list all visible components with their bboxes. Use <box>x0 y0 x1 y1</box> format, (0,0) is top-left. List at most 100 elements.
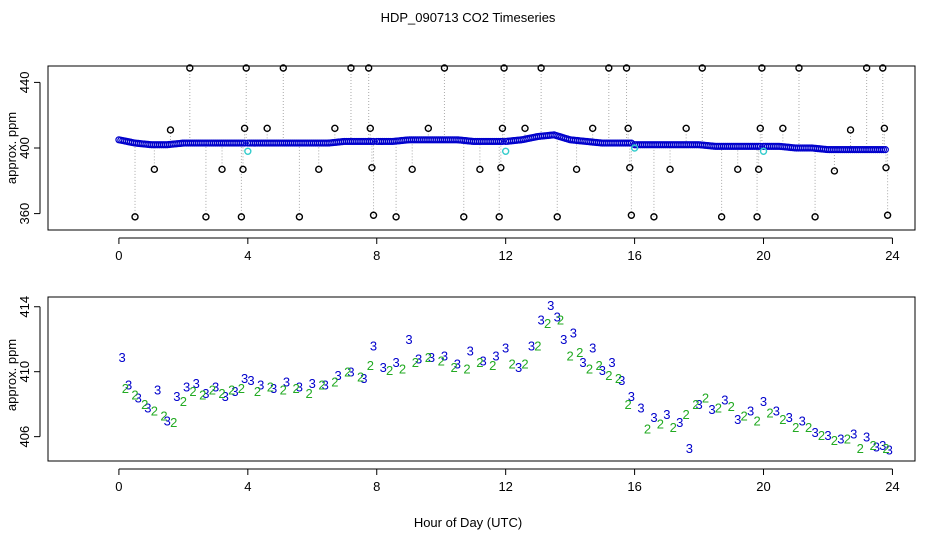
panel-top-ylabel: approx. ppm <box>4 112 19 184</box>
baseline-point <box>241 139 249 147</box>
series-3-point: 3 <box>202 386 209 401</box>
baseline-point <box>881 146 889 154</box>
series-3-point: 3 <box>734 412 741 427</box>
series-3-point: 3 <box>241 371 248 386</box>
series-2-point: 2 <box>476 355 483 370</box>
series-2-point: 2 <box>644 422 651 437</box>
panel-top-x-tick-label: 0 <box>115 248 122 263</box>
series-2-point: 2 <box>367 358 374 373</box>
series-2-point: 2 <box>544 316 551 331</box>
spike-point <box>622 64 631 72</box>
spike-point <box>186 64 194 72</box>
series-2-point: 2 <box>670 420 677 435</box>
series-2-point: 2 <box>657 417 664 432</box>
series-2-point: 2 <box>882 441 889 456</box>
series-2-point: 2 <box>425 350 432 365</box>
series-2-point: 2 <box>534 339 541 354</box>
spike-point <box>364 64 373 72</box>
series-3-point: 3 <box>554 309 561 324</box>
series-3-point: 3 <box>637 400 644 415</box>
series-3-point: 3 <box>212 379 219 394</box>
series-2-point: 2 <box>160 409 167 424</box>
series-3-point: 3 <box>380 360 387 375</box>
series-2-point: 2 <box>844 431 851 446</box>
panel-top-x-tick-label: 8 <box>373 248 380 263</box>
series-2-point: 2 <box>766 405 773 420</box>
series-3-point: 3 <box>618 373 625 388</box>
series-2-point: 2 <box>189 384 196 399</box>
panel-bottom-y-tick-label: 414 <box>17 296 32 318</box>
series-2-point: 2 <box>386 363 393 378</box>
series-2-point: 2 <box>305 386 312 401</box>
spike-point <box>734 165 742 174</box>
spike-point <box>883 211 892 219</box>
series-3-point: 3 <box>628 389 635 404</box>
series-2-point: 2 <box>450 360 457 375</box>
x-axis-label: Hour of Day (UTC) <box>414 515 522 530</box>
series-2-point: 2 <box>218 386 225 401</box>
panel-top-x-tick-label: 12 <box>498 248 512 263</box>
panel-top-data <box>115 64 892 221</box>
series-3-point: 3 <box>721 392 728 407</box>
series-3-point: 3 <box>650 410 657 425</box>
series-2-point: 2 <box>267 379 274 394</box>
series-2-point: 2 <box>831 433 838 448</box>
series-2-point: 2 <box>399 361 406 376</box>
series-3-point: 3 <box>560 332 567 347</box>
spike-point <box>624 124 632 133</box>
series-2-point: 2 <box>715 400 722 415</box>
panel-top-y-tick-label: 360 <box>17 203 32 225</box>
series-3-point: 3 <box>164 413 171 428</box>
panel-bottom-x-tick-label: 4 <box>244 479 251 494</box>
spike-point <box>498 124 507 133</box>
spike-point <box>150 165 159 174</box>
baseline-point <box>369 137 378 146</box>
spike-point <box>347 64 355 72</box>
series-3-point: 3 <box>799 413 806 428</box>
series-2-point: 2 <box>509 357 516 372</box>
series-2-point: 2 <box>141 397 148 412</box>
series-3-point: 3 <box>608 355 615 370</box>
spike-point <box>880 124 889 133</box>
series-3-point: 3 <box>257 378 264 393</box>
spike-point <box>495 213 503 221</box>
series-3-point: 3 <box>879 438 886 453</box>
series-3-point: 3 <box>296 379 303 394</box>
spike-point <box>279 64 287 72</box>
spike-point <box>605 64 613 72</box>
series-3-point: 3 <box>515 360 522 375</box>
spike-point <box>758 64 766 72</box>
series-2-point: 2 <box>489 358 496 373</box>
series-3-point: 3 <box>183 379 190 394</box>
series-2-point: 2 <box>857 441 864 456</box>
spike-point <box>627 211 636 219</box>
spike-point <box>698 64 706 72</box>
series-2-point: 2 <box>557 313 564 328</box>
series-3-point: 3 <box>360 371 367 386</box>
calibration-point <box>244 147 252 155</box>
series-3-point: 3 <box>708 402 715 417</box>
panel-top-x-tick-label: 16 <box>627 248 641 263</box>
series-2-point: 2 <box>463 361 470 376</box>
series-3-point: 3 <box>370 339 377 354</box>
series-3-point: 3 <box>309 376 316 391</box>
series-2-point: 2 <box>199 387 206 402</box>
series-3-point: 3 <box>850 426 857 441</box>
series-2-point: 2 <box>344 365 351 380</box>
series-3-point: 3 <box>193 376 200 391</box>
series-3-point: 3 <box>837 431 844 446</box>
series-3-point: 3 <box>428 350 435 365</box>
panel-bottom-x-tick-label: 24 <box>885 479 899 494</box>
panel-bottom-ylabel: approx. ppm <box>4 339 19 411</box>
series-3-point: 3 <box>247 373 254 388</box>
spike-point <box>882 163 890 172</box>
series-3-point: 3 <box>270 381 277 396</box>
calibration-point <box>501 147 510 155</box>
spike-point <box>537 64 545 72</box>
series-2-point: 2 <box>521 357 528 372</box>
series-3-point: 3 <box>773 404 780 419</box>
series-2-point: 2 <box>170 415 177 430</box>
series-2-point: 2 <box>357 370 364 385</box>
spike-point <box>368 163 376 172</box>
